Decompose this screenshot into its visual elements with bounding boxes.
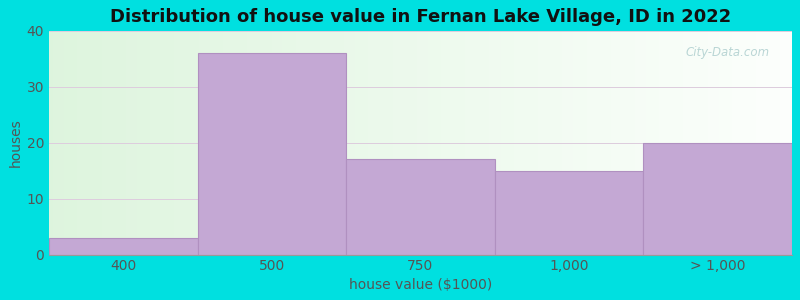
Bar — [643, 143, 792, 255]
Bar — [49, 238, 198, 255]
Y-axis label: houses: houses — [8, 118, 22, 167]
Bar — [494, 171, 643, 255]
Title: Distribution of house value in Fernan Lake Village, ID in 2022: Distribution of house value in Fernan La… — [110, 8, 731, 26]
X-axis label: house value ($1000): house value ($1000) — [349, 278, 492, 292]
Bar — [346, 160, 494, 255]
Bar — [198, 53, 346, 255]
Text: City-Data.com: City-Data.com — [686, 46, 770, 59]
